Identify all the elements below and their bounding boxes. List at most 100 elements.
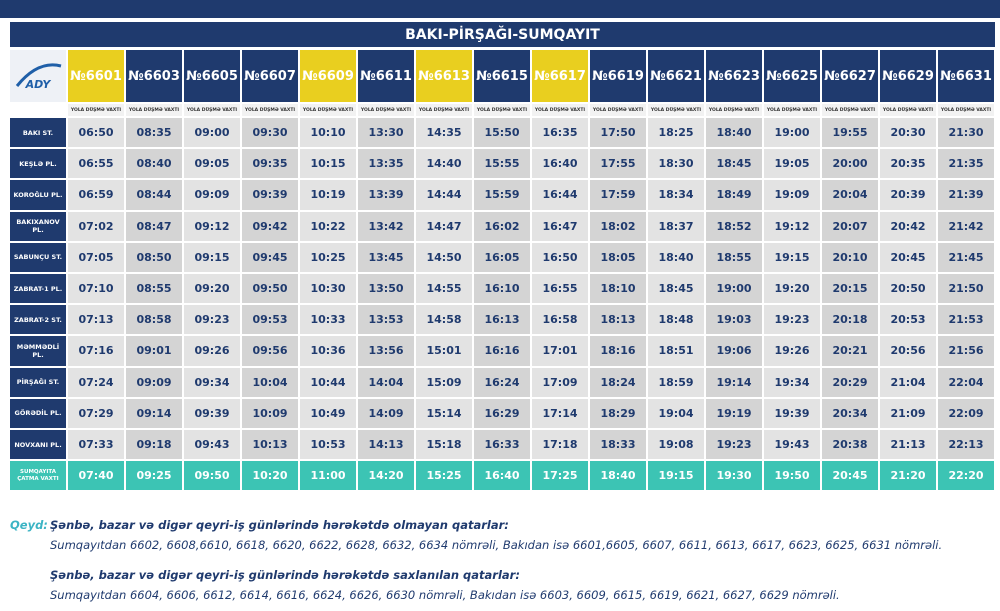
departure-time: 18:02 [590, 211, 646, 241]
station-name: BAKIXANOV PL. [10, 211, 66, 241]
departure-time: 16:16 [474, 336, 530, 366]
arrival-time: 21:20 [880, 461, 936, 491]
departure-time: 19:55 [822, 118, 878, 148]
departure-time: 20:29 [822, 367, 878, 397]
departure-time: 22:13 [938, 430, 994, 460]
departure-time: 09:50 [242, 274, 298, 304]
departure-time: 15:01 [416, 336, 472, 366]
departure-time: 13:56 [358, 336, 414, 366]
departure-time: 14:04 [358, 367, 414, 397]
arrival-time: 09:50 [184, 461, 240, 491]
departure-time: 09:42 [242, 211, 298, 241]
departure-time: 14:35 [416, 118, 472, 148]
departure-time: 17:18 [532, 430, 588, 460]
station-name: BAKI ST. [10, 118, 66, 148]
departure-time: 16:02 [474, 211, 530, 241]
arrival-time: 19:30 [706, 461, 762, 491]
departure-time: 20:42 [880, 211, 936, 241]
departure-time: 19:12 [764, 211, 820, 241]
train-number: №6603 [126, 50, 182, 102]
train-number: №6611 [358, 50, 414, 102]
departure-time: 17:50 [590, 118, 646, 148]
departure-time: 19:00 [764, 118, 820, 148]
departure-label: YOLA DÜŞMƏ VAXTI [764, 104, 820, 116]
departure-time: 20:10 [822, 242, 878, 272]
departure-time: 14:55 [416, 274, 472, 304]
departure-time: 19:04 [648, 398, 704, 428]
departure-time: 14:47 [416, 211, 472, 241]
departure-label: YOLA DÜŞMƏ VAXTI [822, 104, 878, 116]
departure-time: 16:35 [532, 118, 588, 148]
train-number: №6629 [880, 50, 936, 102]
departure-time: 16:44 [532, 180, 588, 210]
departure-time: 09:15 [184, 242, 240, 272]
departure-time: 18:05 [590, 242, 646, 272]
departure-time: 13:53 [358, 305, 414, 335]
departure-time: 15:14 [416, 398, 472, 428]
departure-time: 09:00 [184, 118, 240, 148]
train-number: №6625 [764, 50, 820, 102]
departure-label: YOLA DÜŞMƏ VAXTI [416, 104, 472, 116]
departure-time: 09:01 [126, 336, 182, 366]
departure-time: 09:14 [126, 398, 182, 428]
departure-time: 18:48 [648, 305, 704, 335]
train-number: №6617 [532, 50, 588, 102]
departure-time: 19:14 [706, 367, 762, 397]
departure-time: 20:07 [822, 211, 878, 241]
departure-time: 16:33 [474, 430, 530, 460]
departure-time: 18:13 [590, 305, 646, 335]
departure-time: 20:21 [822, 336, 878, 366]
arrival-time: 09:25 [126, 461, 182, 491]
departure-time: 20:35 [880, 149, 936, 179]
departure-time: 16:24 [474, 367, 530, 397]
departure-time: 09:34 [184, 367, 240, 397]
departure-time: 18:16 [590, 336, 646, 366]
note-text: Sumqayıtdan 6604, 6606, 6612, 6614, 6616… [50, 588, 840, 602]
departure-label: YOLA DÜŞMƏ VAXTI [68, 104, 124, 116]
logo: ADY [15, 63, 62, 91]
departure-label: YOLA DÜŞMƏ VAXTI [532, 104, 588, 116]
departure-time: 09:12 [184, 211, 240, 241]
departure-time: 09:35 [242, 149, 298, 179]
departure-time: 13:35 [358, 149, 414, 179]
train-number: №6605 [184, 50, 240, 102]
departure-time: 18:49 [706, 180, 762, 210]
departure-time: 18:55 [706, 242, 762, 272]
train-number: №6607 [242, 50, 298, 102]
departure-time: 20:38 [822, 430, 878, 460]
departure-time: 16:47 [532, 211, 588, 241]
departure-time: 08:55 [126, 274, 182, 304]
logo-box: ADY [10, 50, 66, 102]
departure-time: 19:00 [706, 274, 762, 304]
arrival-time: 15:25 [416, 461, 472, 491]
departure-time: 10:36 [300, 336, 356, 366]
departure-time: 10:49 [300, 398, 356, 428]
departure-time: 20:34 [822, 398, 878, 428]
train-number: №6627 [822, 50, 878, 102]
departure-time: 15:50 [474, 118, 530, 148]
arrival-time: 16:40 [474, 461, 530, 491]
departure-time: 09:09 [184, 180, 240, 210]
note-heading: Şənbə, bazar və digər qeyri-iş günlərind… [50, 518, 509, 532]
departure-time: 13:39 [358, 180, 414, 210]
arrival-time: 11:00 [300, 461, 356, 491]
departure-time: 19:23 [706, 430, 762, 460]
station-name: PİRŞAĞI ST. [10, 367, 66, 397]
departure-time: 07:13 [68, 305, 124, 335]
departure-time: 21:45 [938, 242, 994, 272]
departure-time: 14:50 [416, 242, 472, 272]
departure-time: 14:09 [358, 398, 414, 428]
departure-time: 09:53 [242, 305, 298, 335]
departure-time: 10:30 [300, 274, 356, 304]
departure-time: 16:10 [474, 274, 530, 304]
departure-time: 20:00 [822, 149, 878, 179]
departure-time: 20:50 [880, 274, 936, 304]
departure-time: 17:09 [532, 367, 588, 397]
departure-time: 21:04 [880, 367, 936, 397]
departure-label: YOLA DÜŞMƏ VAXTI [242, 104, 298, 116]
departure-time: 21:50 [938, 274, 994, 304]
departure-time: 14:13 [358, 430, 414, 460]
departure-time: 17:01 [532, 336, 588, 366]
departure-time: 07:29 [68, 398, 124, 428]
